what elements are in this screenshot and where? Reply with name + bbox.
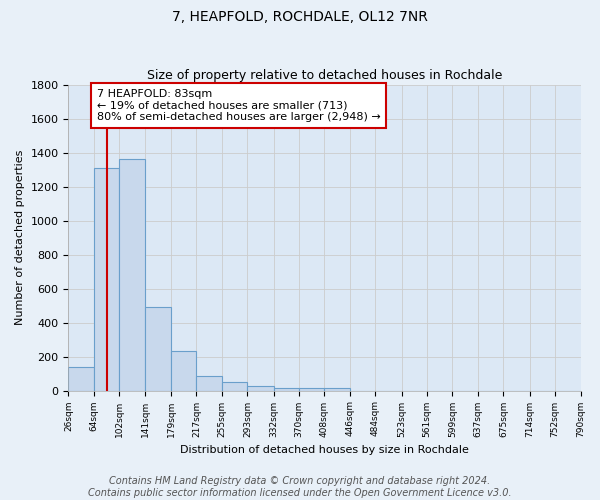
Bar — [247, 386, 274, 390]
Bar — [145, 308, 171, 390]
Y-axis label: Number of detached properties: Number of detached properties — [15, 150, 25, 325]
X-axis label: Distribution of detached houses by size in Rochdale: Distribution of detached houses by size … — [180, 445, 469, 455]
Bar — [196, 376, 222, 390]
Text: 7, HEAPFOLD, ROCHDALE, OL12 7NR: 7, HEAPFOLD, ROCHDALE, OL12 7NR — [172, 10, 428, 24]
Bar — [119, 160, 145, 390]
Bar — [222, 382, 247, 390]
Text: 7 HEAPFOLD: 83sqm
← 19% of detached houses are smaller (713)
80% of semi-detache: 7 HEAPFOLD: 83sqm ← 19% of detached hous… — [97, 89, 380, 122]
Title: Size of property relative to detached houses in Rochdale: Size of property relative to detached ho… — [147, 69, 502, 82]
Bar — [94, 168, 119, 390]
Bar — [299, 388, 325, 390]
Bar — [171, 352, 196, 391]
Bar — [68, 367, 94, 390]
Bar — [325, 388, 350, 390]
Bar — [274, 388, 299, 390]
Text: Contains HM Land Registry data © Crown copyright and database right 2024.
Contai: Contains HM Land Registry data © Crown c… — [88, 476, 512, 498]
